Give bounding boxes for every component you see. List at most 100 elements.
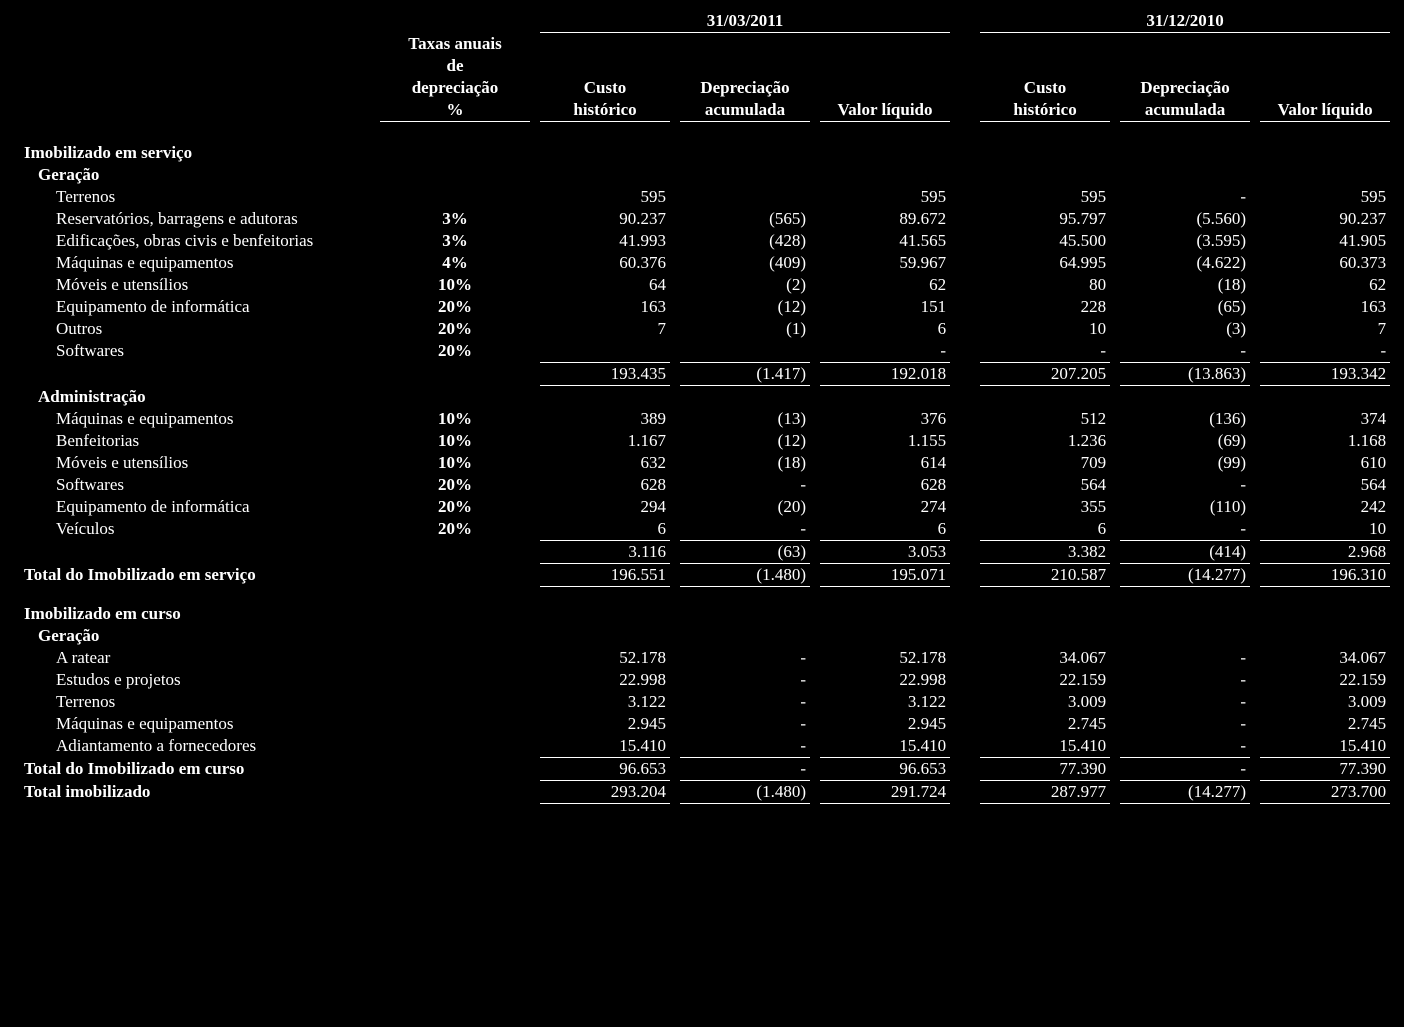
cell-value: - xyxy=(980,340,1110,363)
cell-value: 22.159 xyxy=(1260,669,1390,691)
cell-value: - xyxy=(1260,340,1390,363)
header-rate-l3: depreciação xyxy=(380,77,530,99)
cell-value: 90.237 xyxy=(540,208,670,230)
cell-value: 374 xyxy=(1260,408,1390,430)
row-label: Máquinas e equipamentos xyxy=(20,252,380,274)
rate-cell: 3% xyxy=(380,230,530,252)
cell-value: 163 xyxy=(1260,296,1390,318)
cell-value xyxy=(540,340,670,363)
cell-value: 628 xyxy=(540,474,670,496)
cell-value: 196.310 xyxy=(1260,563,1390,586)
cell-value: 192.018 xyxy=(820,362,950,385)
cell-value: - xyxy=(680,735,810,758)
cell-value: 59.967 xyxy=(820,252,950,274)
cell-value: (5.560) xyxy=(1120,208,1250,230)
row-label: Softwares xyxy=(20,340,380,363)
row-label: Móveis e utensílios xyxy=(20,452,380,474)
cell-value: 15.410 xyxy=(540,735,670,758)
cell-value: 60.376 xyxy=(540,252,670,274)
rate-cell: 10% xyxy=(380,274,530,296)
cell-value: (14.277) xyxy=(1120,780,1250,803)
cell-value: 632 xyxy=(540,452,670,474)
cell-value: 95.797 xyxy=(980,208,1110,230)
header-hist-2: histórico xyxy=(980,99,1110,122)
rate-cell xyxy=(380,713,530,735)
cell-value: 3.009 xyxy=(1260,691,1390,713)
cell-value: 10 xyxy=(980,318,1110,340)
rate-cell xyxy=(380,647,530,669)
header-date-2011: 31/03/2011 xyxy=(540,10,950,33)
cell-value: 389 xyxy=(540,408,670,430)
rate-cell: 20% xyxy=(380,518,530,541)
cell-value: 62 xyxy=(820,274,950,296)
row-label: Máquinas e equipamentos xyxy=(20,713,380,735)
cell-value: (2) xyxy=(680,274,810,296)
cell-value: - xyxy=(680,474,810,496)
cell-value: (1.480) xyxy=(680,780,810,803)
cell-value: - xyxy=(1120,735,1250,758)
cell-value xyxy=(680,340,810,363)
cell-value: 22.998 xyxy=(540,669,670,691)
cell-value: (1.417) xyxy=(680,362,810,385)
total-label: Total imobilizado xyxy=(20,780,380,803)
cell-value: - xyxy=(1120,757,1250,780)
cell-value: 2.745 xyxy=(1260,713,1390,735)
row-label: Terrenos xyxy=(20,691,380,713)
row-label: Adiantamento a fornecedores xyxy=(20,735,380,758)
rate-cell: 3% xyxy=(380,208,530,230)
cell-value: 151 xyxy=(820,296,950,318)
header-acum-2: acumulada xyxy=(1120,99,1250,122)
cell-value: 564 xyxy=(1260,474,1390,496)
cell-value: 7 xyxy=(1260,318,1390,340)
rate-cell xyxy=(380,669,530,691)
cell-value: 376 xyxy=(820,408,950,430)
total-label xyxy=(20,540,380,563)
cell-value: 96.653 xyxy=(540,757,670,780)
cell-value: 77.390 xyxy=(980,757,1110,780)
cell-value: 3.122 xyxy=(820,691,950,713)
rate-cell: 10% xyxy=(380,430,530,452)
cell-value: (12) xyxy=(680,296,810,318)
cell-value: - xyxy=(1120,669,1250,691)
rate-cell: 20% xyxy=(380,296,530,318)
cell-value: 193.342 xyxy=(1260,362,1390,385)
total-label: Total do Imobilizado em serviço xyxy=(20,563,380,586)
cell-value: 595 xyxy=(1260,186,1390,208)
cell-value: 163 xyxy=(540,296,670,318)
row-label: Terrenos xyxy=(20,186,380,208)
cell-value: 2.945 xyxy=(540,713,670,735)
cell-value: (13) xyxy=(680,408,810,430)
cell-value: 242 xyxy=(1260,496,1390,518)
cell-value: (110) xyxy=(1120,496,1250,518)
cell-value: - xyxy=(1120,474,1250,496)
row-label: Equipamento de informática xyxy=(20,496,380,518)
rate-cell: 10% xyxy=(380,452,530,474)
cell-value: - xyxy=(680,647,810,669)
row-label: Móveis e utensílios xyxy=(20,274,380,296)
cell-value: 89.672 xyxy=(820,208,950,230)
rate-cell: 20% xyxy=(380,340,530,363)
cell-value: (18) xyxy=(680,452,810,474)
cell-value: (409) xyxy=(680,252,810,274)
cell-value: - xyxy=(1120,691,1250,713)
cell-value: 1.155 xyxy=(820,430,950,452)
header-rate-l4: % xyxy=(380,99,530,122)
cell-value: 1.236 xyxy=(980,430,1110,452)
cell-value: 207.205 xyxy=(980,362,1110,385)
table-header: 31/03/2011 31/12/2010 Taxas anuais de de… xyxy=(20,10,1390,142)
cell-value: 22.159 xyxy=(980,669,1110,691)
cell-value: 1.168 xyxy=(1260,430,1390,452)
cell-value: 193.435 xyxy=(540,362,670,385)
cell-value: - xyxy=(1120,186,1250,208)
row-label: Estudos e projetos xyxy=(20,669,380,691)
cell-value: 7 xyxy=(540,318,670,340)
cell-value: 60.373 xyxy=(1260,252,1390,274)
header-rate-l2: de xyxy=(380,55,530,77)
cell-value: (565) xyxy=(680,208,810,230)
fixed-assets-table: 31/03/2011 31/12/2010 Taxas anuais de de… xyxy=(20,10,1390,804)
cell-value: (18) xyxy=(1120,274,1250,296)
cell-value: (63) xyxy=(680,540,810,563)
cell-value: 2.745 xyxy=(980,713,1110,735)
cell-value: 3.053 xyxy=(820,540,950,563)
cell-value: (428) xyxy=(680,230,810,252)
